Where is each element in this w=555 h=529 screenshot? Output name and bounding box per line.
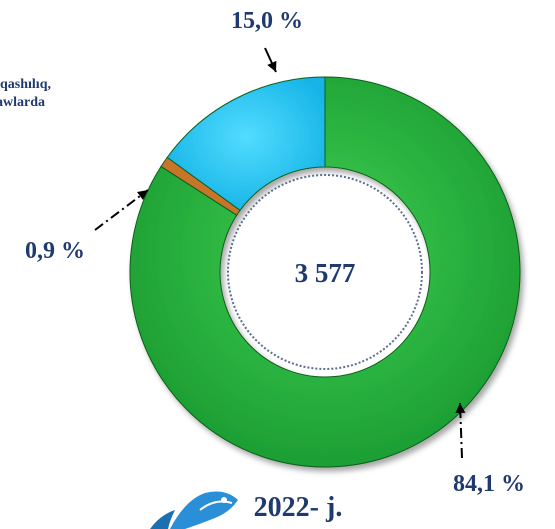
leader-line-1 [94, 189, 149, 231]
donut-slice-0 [129, 76, 521, 468]
donut-slice-2 [166, 76, 326, 211]
slice-value-label-2: 15,0 % [231, 8, 303, 34]
chart-year-title: 2022- j. [254, 492, 343, 523]
leader-arrowhead-2 [267, 60, 277, 72]
leader-arrowhead-0 [455, 403, 466, 414]
center-circle [227, 174, 423, 370]
center-total-label: 3 577 [295, 258, 356, 288]
slice-value-label-0: 84,1 % [453, 471, 525, 497]
legend-line-2: awlarda [0, 95, 45, 110]
legend-line-1: qashılıq, [0, 77, 51, 92]
leader-arrowhead-1 [137, 190, 148, 201]
legend-fragment: qashılıq, awlarda [0, 76, 90, 112]
donut-slices [129, 76, 521, 468]
fish-logo-icon [150, 491, 238, 529]
slice-value-label-1: 0,9 % [25, 238, 85, 264]
